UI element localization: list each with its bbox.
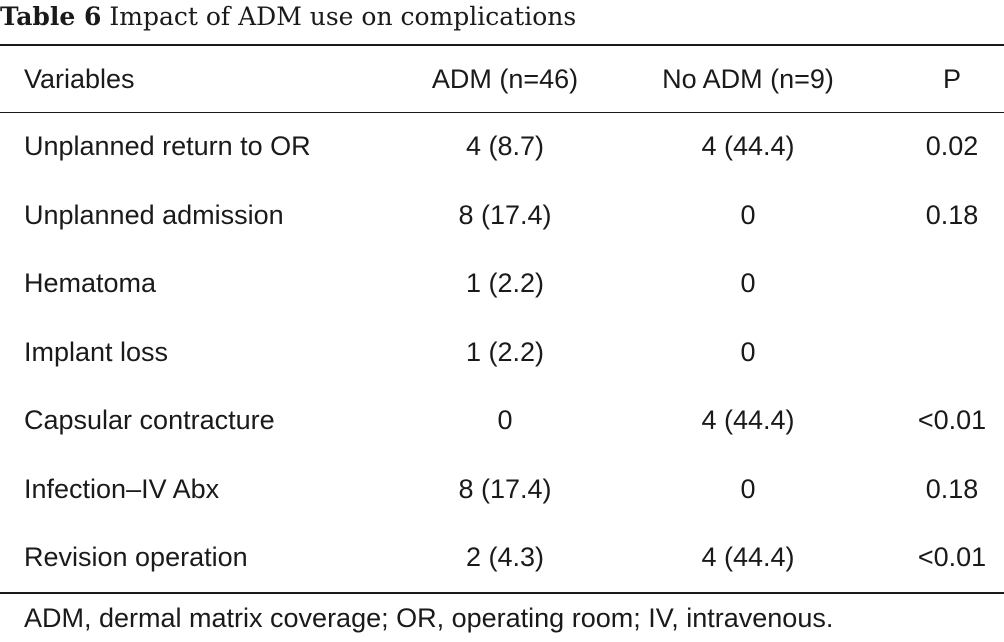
header-rule [0,112,1004,113]
cell-adm: 1 (2.2) [465,268,545,298]
cell-p: 0.18 [925,473,979,504]
cell-no-adm: 0 [740,199,756,230]
top-rule [0,44,1004,46]
cell-variable: Implant loss [24,336,169,367]
cell-adm: 1 (2.2) [465,336,545,367]
header-p: P [942,64,961,94]
cell-no-adm: 0 [740,473,756,504]
cell-p: <0.01 [917,542,987,572]
cell-adm: 8 (17.4) [458,199,552,230]
table-row: Infection–IV Abx 8 (17.4) 0 0.18 [0,455,1004,524]
cell-no-adm: 4 (44.4) [701,405,795,435]
cell-variable: Revision operation [24,542,248,572]
table-row: Unplanned return to OR 4 (8.7) 4 (44.4) … [0,112,1004,181]
cell-variable: Hematoma [24,268,157,298]
header-variables: Variables [24,64,135,94]
table-row: Capsular contracture 0 4 (44.4) <0.01 [0,386,1004,455]
header-row: Variables ADM (n=46) No ADM (n=9) P [0,46,1004,112]
cell-adm: 8 (17.4) [458,473,552,504]
cell-p: <0.01 [917,405,987,435]
header-no-adm: No ADM (n=9) [662,64,834,94]
cell-variable: Unplanned return to OR [24,131,311,161]
cell-adm: 2 (4.3) [465,542,545,572]
table-row: Revision operation 2 (4.3) 4 (44.4) <0.0… [0,523,1004,592]
cell-adm: 0 [497,405,513,435]
table-row: Implant loss 1 (2.2) 0 [0,318,1004,387]
cell-variable: Infection–IV Abx [24,473,220,504]
cell-p [876,249,1004,318]
table-footnote: ADM, dermal matrix coverage; OR, operati… [24,603,834,633]
cell-adm: 4 (8.7) [465,131,545,161]
bottom-rule [0,592,1004,594]
cell-no-adm: 0 [740,336,756,367]
table-caption: Table 6 Impact of ADM use on complicatio… [0,0,576,38]
cell-p: 0.02 [925,131,979,161]
table-number: Table 6 [0,2,102,31]
cell-variable: Capsular contracture [24,405,275,435]
cell-no-adm: 0 [740,268,756,298]
table-row: Hematoma 1 (2.2) 0 [0,249,1004,318]
complications-table: Variables ADM (n=46) No ADM (n=9) P Unpl… [0,46,1004,592]
cell-p [876,318,1004,387]
cell-no-adm: 4 (44.4) [701,542,795,572]
cell-no-adm: 4 (44.4) [701,131,795,161]
header-adm: ADM (n=46) [431,64,579,94]
table-row: Unplanned admission 8 (17.4) 0 0.18 [0,181,1004,250]
table-title: Impact of ADM use on complications [109,2,577,31]
cell-p: 0.18 [925,199,979,230]
cell-variable: Unplanned admission [24,199,284,230]
